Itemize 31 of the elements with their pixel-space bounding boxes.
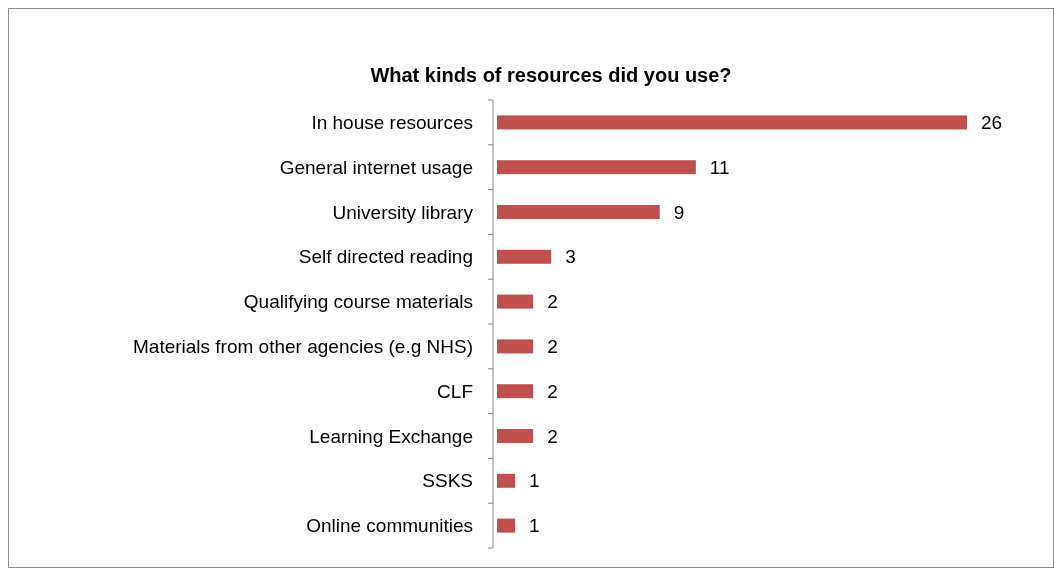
bar [497,339,534,354]
data-label: 1 [529,470,540,492]
bar [497,115,967,130]
y-tick-label: Learning Exchange [309,425,473,447]
bar [497,205,660,219]
data-label: 2 [547,425,558,447]
y-tick-label: Materials from other agencies (e.g NHS) [132,336,473,358]
bar [497,518,516,533]
y-tick-label: In house resources [311,112,473,134]
bar [497,249,552,264]
bar [497,473,516,488]
y-tick-label: University library [332,201,474,223]
chart-title: What kinds of resources did you use? [370,64,732,86]
data-label: 11 [709,156,730,178]
data-label: 2 [547,291,558,313]
y-tick-label: Self directed reading [298,246,473,268]
data-label: 3 [565,246,576,268]
y-tick-label: CLF [437,380,473,402]
y-tick-label: SSKS [422,470,473,492]
data-label: 9 [673,201,685,223]
bar [497,384,534,399]
bar [497,160,696,175]
data-label: 1 [529,515,540,537]
y-tick-label: Online communities [306,515,473,537]
y-tick-label: Qualifying course materials [243,291,473,313]
data-label: 26 [981,112,1003,134]
bar [497,294,534,309]
bar [497,429,534,443]
data-label: 2 [547,380,558,402]
y-tick-label: General internet usage [279,156,473,178]
data-label: 2 [547,336,558,358]
